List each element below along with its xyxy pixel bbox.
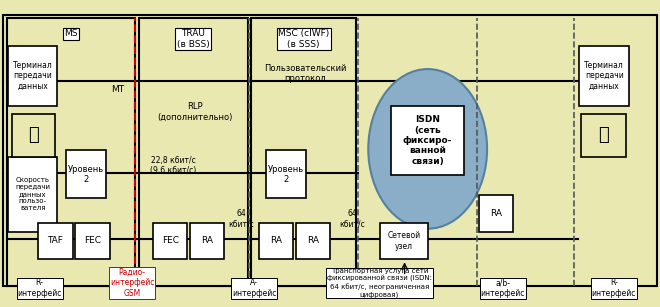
Text: RA: RA — [490, 209, 502, 218]
FancyBboxPatch shape — [296, 223, 330, 259]
Text: MSC (сIWF)
(в SSS): MSC (сIWF) (в SSS) — [278, 29, 329, 49]
Text: Скорость
передачи
данных
пользо-
вателя: Скорость передачи данных пользо- вателя — [15, 177, 50, 211]
FancyBboxPatch shape — [8, 157, 57, 232]
Text: Уровень
2: Уровень 2 — [268, 165, 304, 184]
Text: RLP
(дополнительно): RLP (дополнительно) — [157, 102, 232, 122]
FancyBboxPatch shape — [7, 18, 135, 286]
Text: ⎉: ⎉ — [599, 126, 609, 144]
FancyBboxPatch shape — [190, 223, 224, 259]
FancyBboxPatch shape — [38, 223, 73, 259]
Text: Сетевой
узел: Сетевой узел — [387, 231, 420, 251]
Text: MS: MS — [64, 29, 77, 38]
Text: R-
интерфейс: R- интерфейс — [591, 278, 636, 298]
Text: A-
интерфейс: A- интерфейс — [232, 278, 277, 298]
FancyBboxPatch shape — [266, 150, 306, 198]
FancyBboxPatch shape — [479, 195, 513, 232]
FancyBboxPatch shape — [391, 106, 464, 175]
Text: ⎉: ⎉ — [28, 126, 39, 144]
Text: R-
интерфейс: R- интерфейс — [17, 278, 62, 298]
FancyBboxPatch shape — [581, 114, 626, 157]
Text: RA: RA — [201, 236, 213, 246]
FancyBboxPatch shape — [251, 18, 356, 286]
Text: 64
кбит/с: 64 кбит/с — [339, 209, 365, 228]
FancyBboxPatch shape — [139, 18, 248, 286]
FancyBboxPatch shape — [8, 46, 57, 106]
FancyBboxPatch shape — [66, 150, 106, 198]
FancyBboxPatch shape — [75, 223, 110, 259]
Text: Уровень
2: Уровень 2 — [68, 165, 104, 184]
FancyBboxPatch shape — [259, 223, 293, 259]
Text: RA: RA — [307, 236, 319, 246]
FancyBboxPatch shape — [579, 46, 629, 106]
FancyBboxPatch shape — [3, 15, 657, 286]
Text: FEC: FEC — [84, 236, 101, 246]
Text: MT: MT — [111, 85, 124, 94]
Ellipse shape — [368, 69, 487, 229]
Text: Пользовательский
протокол: Пользовательский протокол — [265, 64, 346, 84]
FancyBboxPatch shape — [12, 114, 55, 157]
Text: ISDN
(сеть
фиксиро-
ванной
связи): ISDN (сеть фиксиро- ванной связи) — [403, 115, 452, 166]
Text: a/b-
интерфейс: a/b- интерфейс — [480, 278, 525, 298]
FancyBboxPatch shape — [153, 223, 187, 259]
Text: FEC: FEC — [162, 236, 179, 246]
Text: Радио-
интерфейс
GSM: Радио- интерфейс GSM — [110, 268, 154, 298]
Text: Терминал
передачи
данных: Терминал передачи данных — [13, 61, 53, 91]
Text: TRAU
(в BSS): TRAU (в BSS) — [177, 29, 209, 49]
FancyBboxPatch shape — [380, 223, 428, 259]
Text: Транспортная услуга сети
фиксированной связи (ISDN:
64 кбит/с, неограниченная
ци: Транспортная услуга сети фиксированной с… — [327, 268, 432, 298]
Text: 64
кбит/с: 64 кбит/с — [228, 209, 254, 228]
Text: Терминал
передачи
данных: Терминал передачи данных — [584, 61, 624, 91]
Text: 22,8 кбит/с
(9,6 кбит/с): 22,8 кбит/с (9,6 кбит/с) — [150, 156, 197, 176]
Text: TAF: TAF — [48, 236, 63, 246]
Text: RA: RA — [270, 236, 282, 246]
